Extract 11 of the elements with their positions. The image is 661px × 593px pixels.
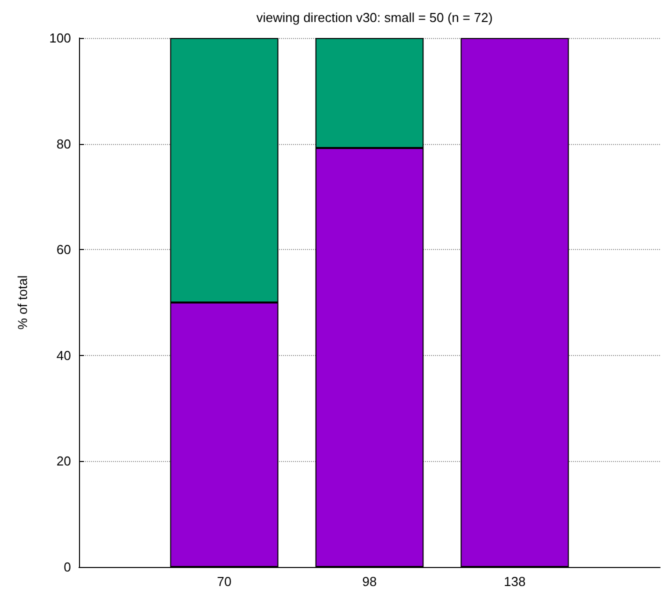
y-tick-label: 100 [49,30,71,46]
y-axis-title: % of total [15,275,30,330]
chart-title: viewing direction v30: small = 50 (n = 72) [256,10,493,25]
x-tick-label: 138 [504,574,526,589]
y-tick-label: 20 [56,454,71,469]
x-tick-label: 70 [217,574,232,589]
y-tick-label: 60 [56,242,71,258]
y-tick-label: 0 [64,560,71,574]
y-tick-label: 80 [56,136,71,152]
y-tick-label: 40 [56,348,71,363]
x-tick-label: 98 [362,574,377,589]
